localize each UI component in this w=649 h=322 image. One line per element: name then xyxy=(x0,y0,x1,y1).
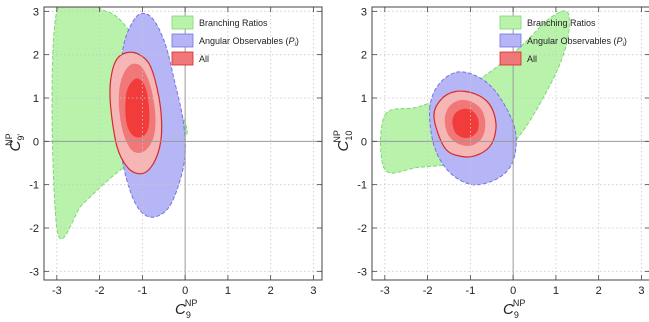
y-tick-label: 2 xyxy=(361,50,367,62)
y-tick-label: -2 xyxy=(29,223,39,235)
region-all-1-sigma xyxy=(452,108,479,139)
legend-label: Angular Observables (Pi) xyxy=(199,36,299,48)
x-axis-label-sub: 9 xyxy=(186,310,191,320)
legend-label-end: ) xyxy=(296,36,299,46)
legend-swatch xyxy=(171,33,194,48)
legend-label: Branching Ratios xyxy=(199,18,268,28)
x-axis-label-main: C xyxy=(503,301,514,318)
y-axis-label-main: C xyxy=(335,141,352,152)
x-tick-label: -2 xyxy=(423,285,433,297)
x-tick-label: 2 xyxy=(596,285,602,297)
y-tick-label: 2 xyxy=(33,50,39,62)
x-tick-label: 1 xyxy=(553,285,559,297)
x-axis-label-main: C xyxy=(175,301,186,318)
legend-label-text: All xyxy=(527,54,537,64)
x-axis-label: C9 NP xyxy=(503,298,525,320)
legend-label-text: All xyxy=(199,54,209,64)
x-tick-label: 0 xyxy=(182,285,188,297)
y-tick-label: 0 xyxy=(33,136,39,148)
x-tick-label: 1 xyxy=(225,285,231,297)
y-axis-label-sub: 10 xyxy=(344,131,354,141)
legend-label: All xyxy=(199,54,209,64)
y-axis-label-sup: NP xyxy=(332,130,342,143)
legend-swatch xyxy=(171,15,194,30)
x-axis-label: C9 NP xyxy=(175,298,197,320)
plot-area xyxy=(44,7,322,280)
x-tick-label: -1 xyxy=(137,285,147,297)
y-tick-label: 3 xyxy=(33,6,39,18)
legend-label-text: Branching Ratios xyxy=(527,18,596,28)
y-tick-label: -1 xyxy=(357,180,367,192)
legend-swatch xyxy=(171,51,194,66)
x-axis-label-sub: 9 xyxy=(514,310,519,320)
x-tick-label: 0 xyxy=(510,285,516,297)
y-axis-label: C9'NP xyxy=(4,133,26,151)
x-tick-label: -3 xyxy=(52,285,62,297)
legend-label: Angular Observables (Pi) xyxy=(527,36,627,48)
y-tick-label: -3 xyxy=(357,266,367,278)
x-tick-label: -2 xyxy=(95,285,105,297)
y-axis-label-sup: NP xyxy=(4,133,14,146)
legend-label: All xyxy=(527,54,537,64)
legend-label-text: Angular Observables ( xyxy=(199,36,289,46)
legend-label-italic: P xyxy=(289,36,295,46)
y-tick-label: 1 xyxy=(361,93,367,105)
y-axis-label-sub: 9' xyxy=(16,134,26,141)
legend-swatch xyxy=(499,51,522,66)
plot-frame xyxy=(371,6,649,281)
y-axis-label: C10NP xyxy=(332,130,354,151)
y-tick-label: -1 xyxy=(29,180,39,192)
legend-label-text: Branching Ratios xyxy=(199,18,268,28)
x-tick-label: 2 xyxy=(268,285,274,297)
y-tick-label: 1 xyxy=(33,93,39,105)
y-axis-label-main: C xyxy=(7,141,24,152)
legend-label: Branching Ratios xyxy=(527,18,596,28)
y-tick-label: 0 xyxy=(361,136,367,148)
x-tick-label: 3 xyxy=(310,285,316,297)
x-tick-label: -1 xyxy=(465,285,475,297)
legend-swatch xyxy=(499,33,522,48)
legend-swatch xyxy=(499,15,522,30)
x-axis-label-sup: NP xyxy=(513,298,526,308)
legend-label-sub: i xyxy=(623,42,625,48)
x-tick-label: -3 xyxy=(380,285,390,297)
plot-area xyxy=(372,7,649,280)
legend-label-italic: P xyxy=(617,36,623,46)
region-all-1-sigma xyxy=(125,78,150,138)
legend-label-sub: i xyxy=(295,42,297,48)
y-tick-label: -2 xyxy=(357,223,367,235)
y-tick-label: 3 xyxy=(361,6,367,18)
legend-label-end: ) xyxy=(624,36,627,46)
x-axis-label-sup: NP xyxy=(185,298,198,308)
plot-frame xyxy=(43,6,323,281)
legend-label-text: Angular Observables ( xyxy=(527,36,617,46)
x-tick-label: 3 xyxy=(638,285,644,297)
y-tick-label: -3 xyxy=(29,266,39,278)
